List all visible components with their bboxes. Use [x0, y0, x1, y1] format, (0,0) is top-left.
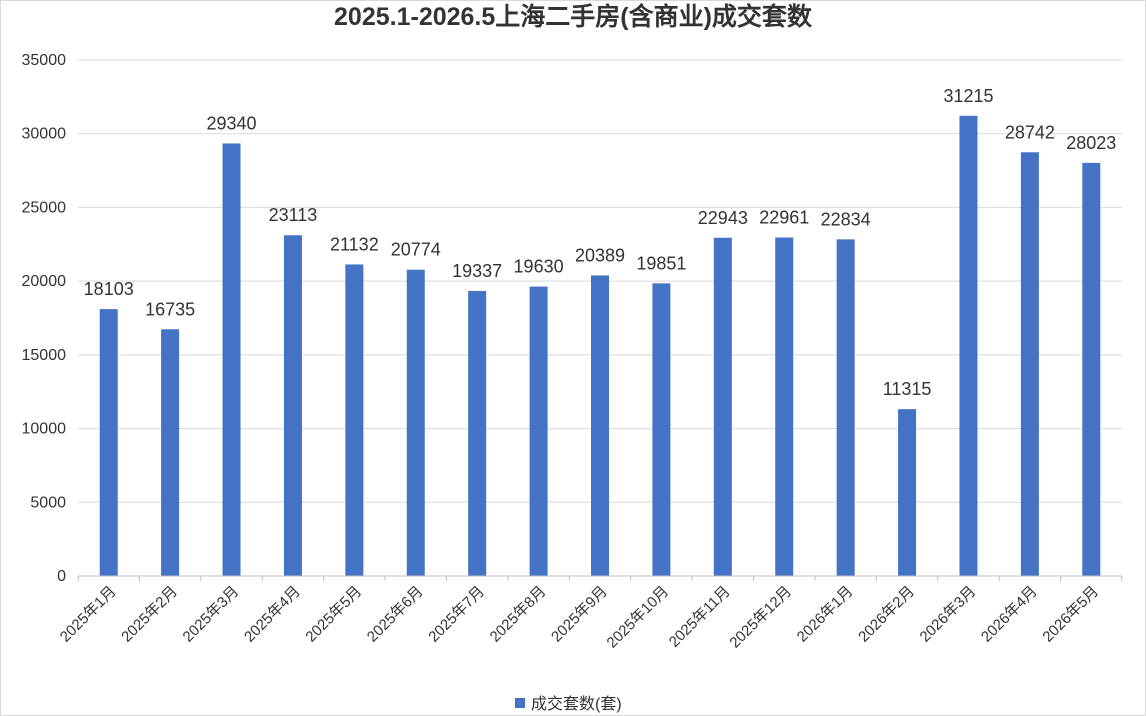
bar — [1082, 162, 1101, 577]
y-tick-label: 35000 — [22, 52, 67, 69]
data-label: 16735 — [145, 299, 195, 319]
bar — [406, 269, 425, 576]
legend: 成交套数(套) — [515, 695, 622, 713]
x-tick-label: 2025年10月 — [604, 583, 673, 652]
data-label: 21132 — [330, 234, 379, 254]
x-tick-label: 2026年4月 — [978, 583, 1041, 646]
x-tick-label: 2025年7月 — [425, 583, 488, 646]
bar — [99, 309, 118, 576]
bar — [959, 115, 978, 577]
bar — [529, 286, 548, 576]
x-tick-label: 2025年8月 — [487, 583, 550, 646]
x-tick-label: 2025年12月 — [726, 583, 795, 652]
bar — [345, 264, 364, 576]
data-label: 20774 — [391, 240, 441, 260]
data-label: 29340 — [206, 113, 256, 133]
data-label: 22961 — [759, 207, 809, 227]
x-tick-label: 2026年5月 — [1039, 583, 1102, 646]
y-tick-label: 10000 — [22, 421, 67, 438]
x-tick-label: 2025年1月 — [57, 583, 120, 646]
x-tick-label: 2025年11月 — [666, 583, 734, 651]
bar — [161, 329, 180, 576]
data-label: 19337 — [452, 261, 502, 281]
data-label: 28742 — [1005, 122, 1055, 142]
data-label: 23113 — [269, 205, 318, 225]
bar — [898, 409, 917, 576]
data-label: 11315 — [883, 379, 932, 399]
y-tick-label: 5000 — [30, 494, 66, 511]
data-label: 18103 — [84, 279, 134, 299]
x-axis-ticks: 2025年1月2025年2月2025年3月2025年4月2025年5月2025年… — [57, 576, 1123, 652]
y-tick-label: 15000 — [22, 347, 67, 364]
legend-swatch — [515, 698, 525, 708]
legend-label: 成交套数(套) — [531, 695, 622, 713]
bar — [591, 275, 609, 576]
data-label: 22834 — [821, 209, 871, 229]
y-tick-label: 25000 — [22, 199, 67, 216]
x-tick-label: 2026年1月 — [794, 583, 857, 646]
bar — [468, 290, 487, 576]
bar — [652, 283, 671, 576]
x-tick-label: 2025年6月 — [364, 583, 427, 646]
x-tick-label: 2026年3月 — [917, 583, 980, 646]
data-labels: 18103 16735 29340 23113 21132 20774 19337 19630… — [84, 86, 1117, 399]
bar — [713, 237, 732, 576]
bar — [1020, 152, 1039, 576]
y-tick-label: 20000 — [22, 273, 67, 290]
bar — [222, 143, 241, 576]
y-axis-ticks: 0 5000 10000 15000 20000 25000 30000 35000 — [22, 52, 67, 585]
bar — [775, 237, 794, 576]
data-label: 22943 — [698, 208, 748, 228]
data-label: 19630 — [514, 257, 564, 277]
chart-title: 2025.1-2026.5上海二手房(含商业)成交套数 — [334, 2, 813, 31]
x-tick-label: 2025年5月 — [302, 583, 365, 646]
bar — [283, 235, 302, 576]
data-label: 20389 — [575, 245, 625, 265]
y-tick-label: 30000 — [22, 126, 67, 143]
data-label: 19851 — [636, 253, 686, 273]
y-tick-label: 0 — [57, 568, 66, 585]
x-tick-label: 2025年9月 — [548, 583, 611, 646]
x-tick-label: 2025年2月 — [118, 583, 181, 646]
bar — [836, 239, 855, 576]
gridlines — [78, 59, 1122, 503]
x-tick-label: 2025年3月 — [180, 583, 243, 646]
x-tick-label: 2025年4月 — [241, 583, 304, 646]
bars — [99, 115, 1101, 577]
x-tick-label: 2026年2月 — [855, 583, 918, 646]
data-label: 31215 — [943, 86, 993, 106]
data-label: 28023 — [1066, 133, 1116, 153]
